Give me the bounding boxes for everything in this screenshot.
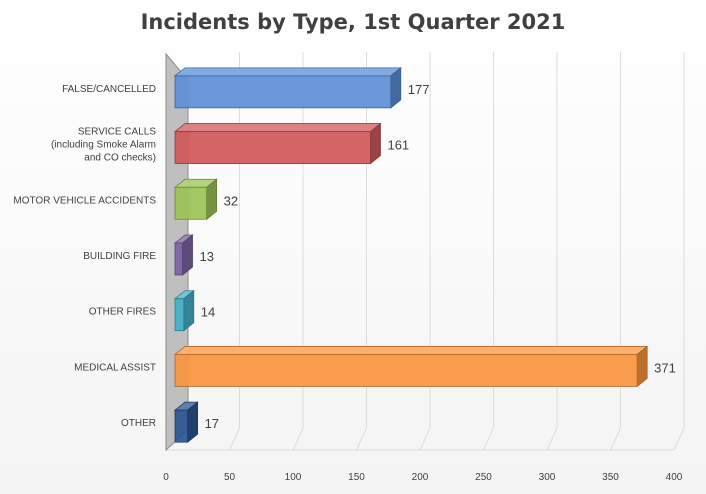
data-label: 371 [654,360,676,375]
bar [173,345,649,388]
bar-front-face [174,409,188,443]
bar-front-face [174,75,392,109]
bar [173,178,218,221]
data-label: 14 [201,305,215,320]
bar [173,67,402,109]
data-label: 17 [205,416,219,431]
chart-title: Incidents by Type, 1st Quarter 2021 [140,10,566,34]
gridline [419,52,431,451]
category-label: OTHER FIRES [89,307,157,318]
category-label: MOTOR VEHICLE ACCIDENTS [13,195,156,206]
data-label: 177 [408,82,430,97]
x-tick-label: 0 [163,472,169,483]
bar-front-face [174,186,208,220]
data-label: 161 [387,138,409,153]
bar-top-face [173,67,402,77]
category-label: BUILDING FIRE [83,251,156,262]
gridline [292,52,304,451]
bar-top-face [173,346,649,355]
bar-front-face [174,298,185,332]
category-label: MEDICAL ASSIST [74,362,156,373]
gridline [229,52,240,451]
data-label: 32 [224,193,238,208]
data-label: 13 [200,249,214,264]
bar-front-face [174,131,371,164]
x-tick-label: 100 [285,472,302,483]
x-tick-label: 200 [412,472,429,483]
gridline [610,52,621,451]
x-tick-label: 250 [475,472,492,483]
category-label: SERVICE CALLS (including Smoke Alarm and C… [51,127,156,164]
bar [173,289,195,332]
bar-front-face [174,242,183,276]
x-tick-label: 50 [224,472,236,483]
bar-front-face [174,354,638,387]
bar [173,122,382,165]
bar-top-face [173,123,382,132]
gridline [546,52,558,451]
x-tick-label: 350 [602,472,619,483]
x-tick-label: 300 [539,472,556,483]
gridline [673,52,685,451]
gridline [483,52,494,451]
bar [173,401,199,443]
bar [173,234,194,276]
x-tick-label: 150 [348,472,365,483]
category-label: FALSE/CANCELLED [62,84,156,95]
x-tick-label: 400 [666,472,683,483]
gridline [356,52,367,451]
category-label: OTHER [121,418,156,429]
